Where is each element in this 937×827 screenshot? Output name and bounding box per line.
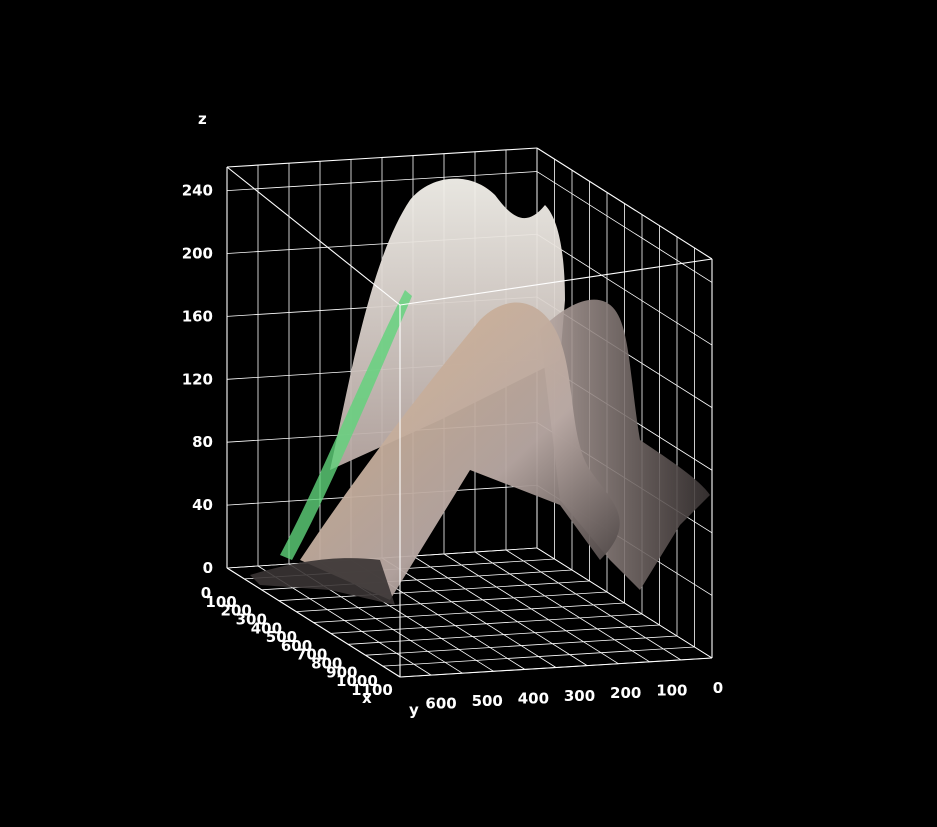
y-tick-label: 100 [656, 682, 687, 700]
x-tick-label: 0 [201, 584, 211, 602]
surface-accent-streak [280, 290, 412, 560]
x-tick-label: 300 [236, 610, 267, 628]
grid-line [412, 555, 588, 666]
x-tick-label: 400 [251, 619, 282, 637]
x-tick-label: 800 [311, 655, 342, 673]
z-axis-label: z [198, 110, 207, 128]
z-tick-label: 240 [182, 182, 213, 200]
x-tick-label: 500 [266, 628, 297, 646]
grid-line [536, 233, 713, 346]
z-tick-label: 0 [203, 559, 213, 577]
x-tick-label: 100 [205, 593, 236, 611]
grid-line [474, 551, 650, 663]
grid-line [348, 624, 660, 645]
grid-line [443, 553, 619, 665]
x-tick-label: 1100 [351, 681, 393, 699]
grid-line [536, 547, 713, 659]
x-tick-label: 1000 [336, 672, 378, 690]
z-tick-labels: 0 40 80 120 160 200 240 [182, 182, 213, 577]
y-tick-label: 500 [472, 692, 503, 710]
x-tick-label: 700 [296, 646, 327, 664]
y-tick-label: 300 [564, 687, 595, 705]
x-tick-label: 600 [281, 637, 312, 655]
z-tick-label: 80 [192, 433, 213, 451]
y-tick-label: 0 [713, 679, 723, 697]
y-tick-labels: 600 500 400 300 200 100 0 [425, 679, 723, 713]
grid-line [226, 171, 538, 191]
grid-line [382, 646, 695, 667]
grid-line [365, 635, 678, 656]
y-tick-label: 400 [518, 689, 549, 707]
surface-low-shadow [250, 558, 395, 605]
surface-mesh [250, 178, 710, 605]
surface-back-peak [330, 178, 565, 471]
grid-line [330, 613, 643, 634]
grid-line [536, 171, 713, 283]
y-axis-label: y [409, 701, 419, 719]
z-tick-label: 120 [182, 370, 213, 388]
y-tick-label: 200 [610, 684, 641, 702]
x-tick-label: 900 [326, 663, 357, 681]
z-tick-label: 40 [192, 496, 213, 514]
y-tick-label: 600 [425, 695, 456, 713]
x-tick-label: 200 [221, 602, 252, 620]
grid-line [381, 557, 557, 668]
x-axis-label: x [362, 689, 372, 707]
z-tick-label: 160 [182, 307, 213, 325]
grid-line [505, 549, 682, 661]
surface-front-ridge [300, 302, 620, 600]
z-tick-label: 200 [182, 244, 213, 262]
plot-box [226, 147, 713, 678]
